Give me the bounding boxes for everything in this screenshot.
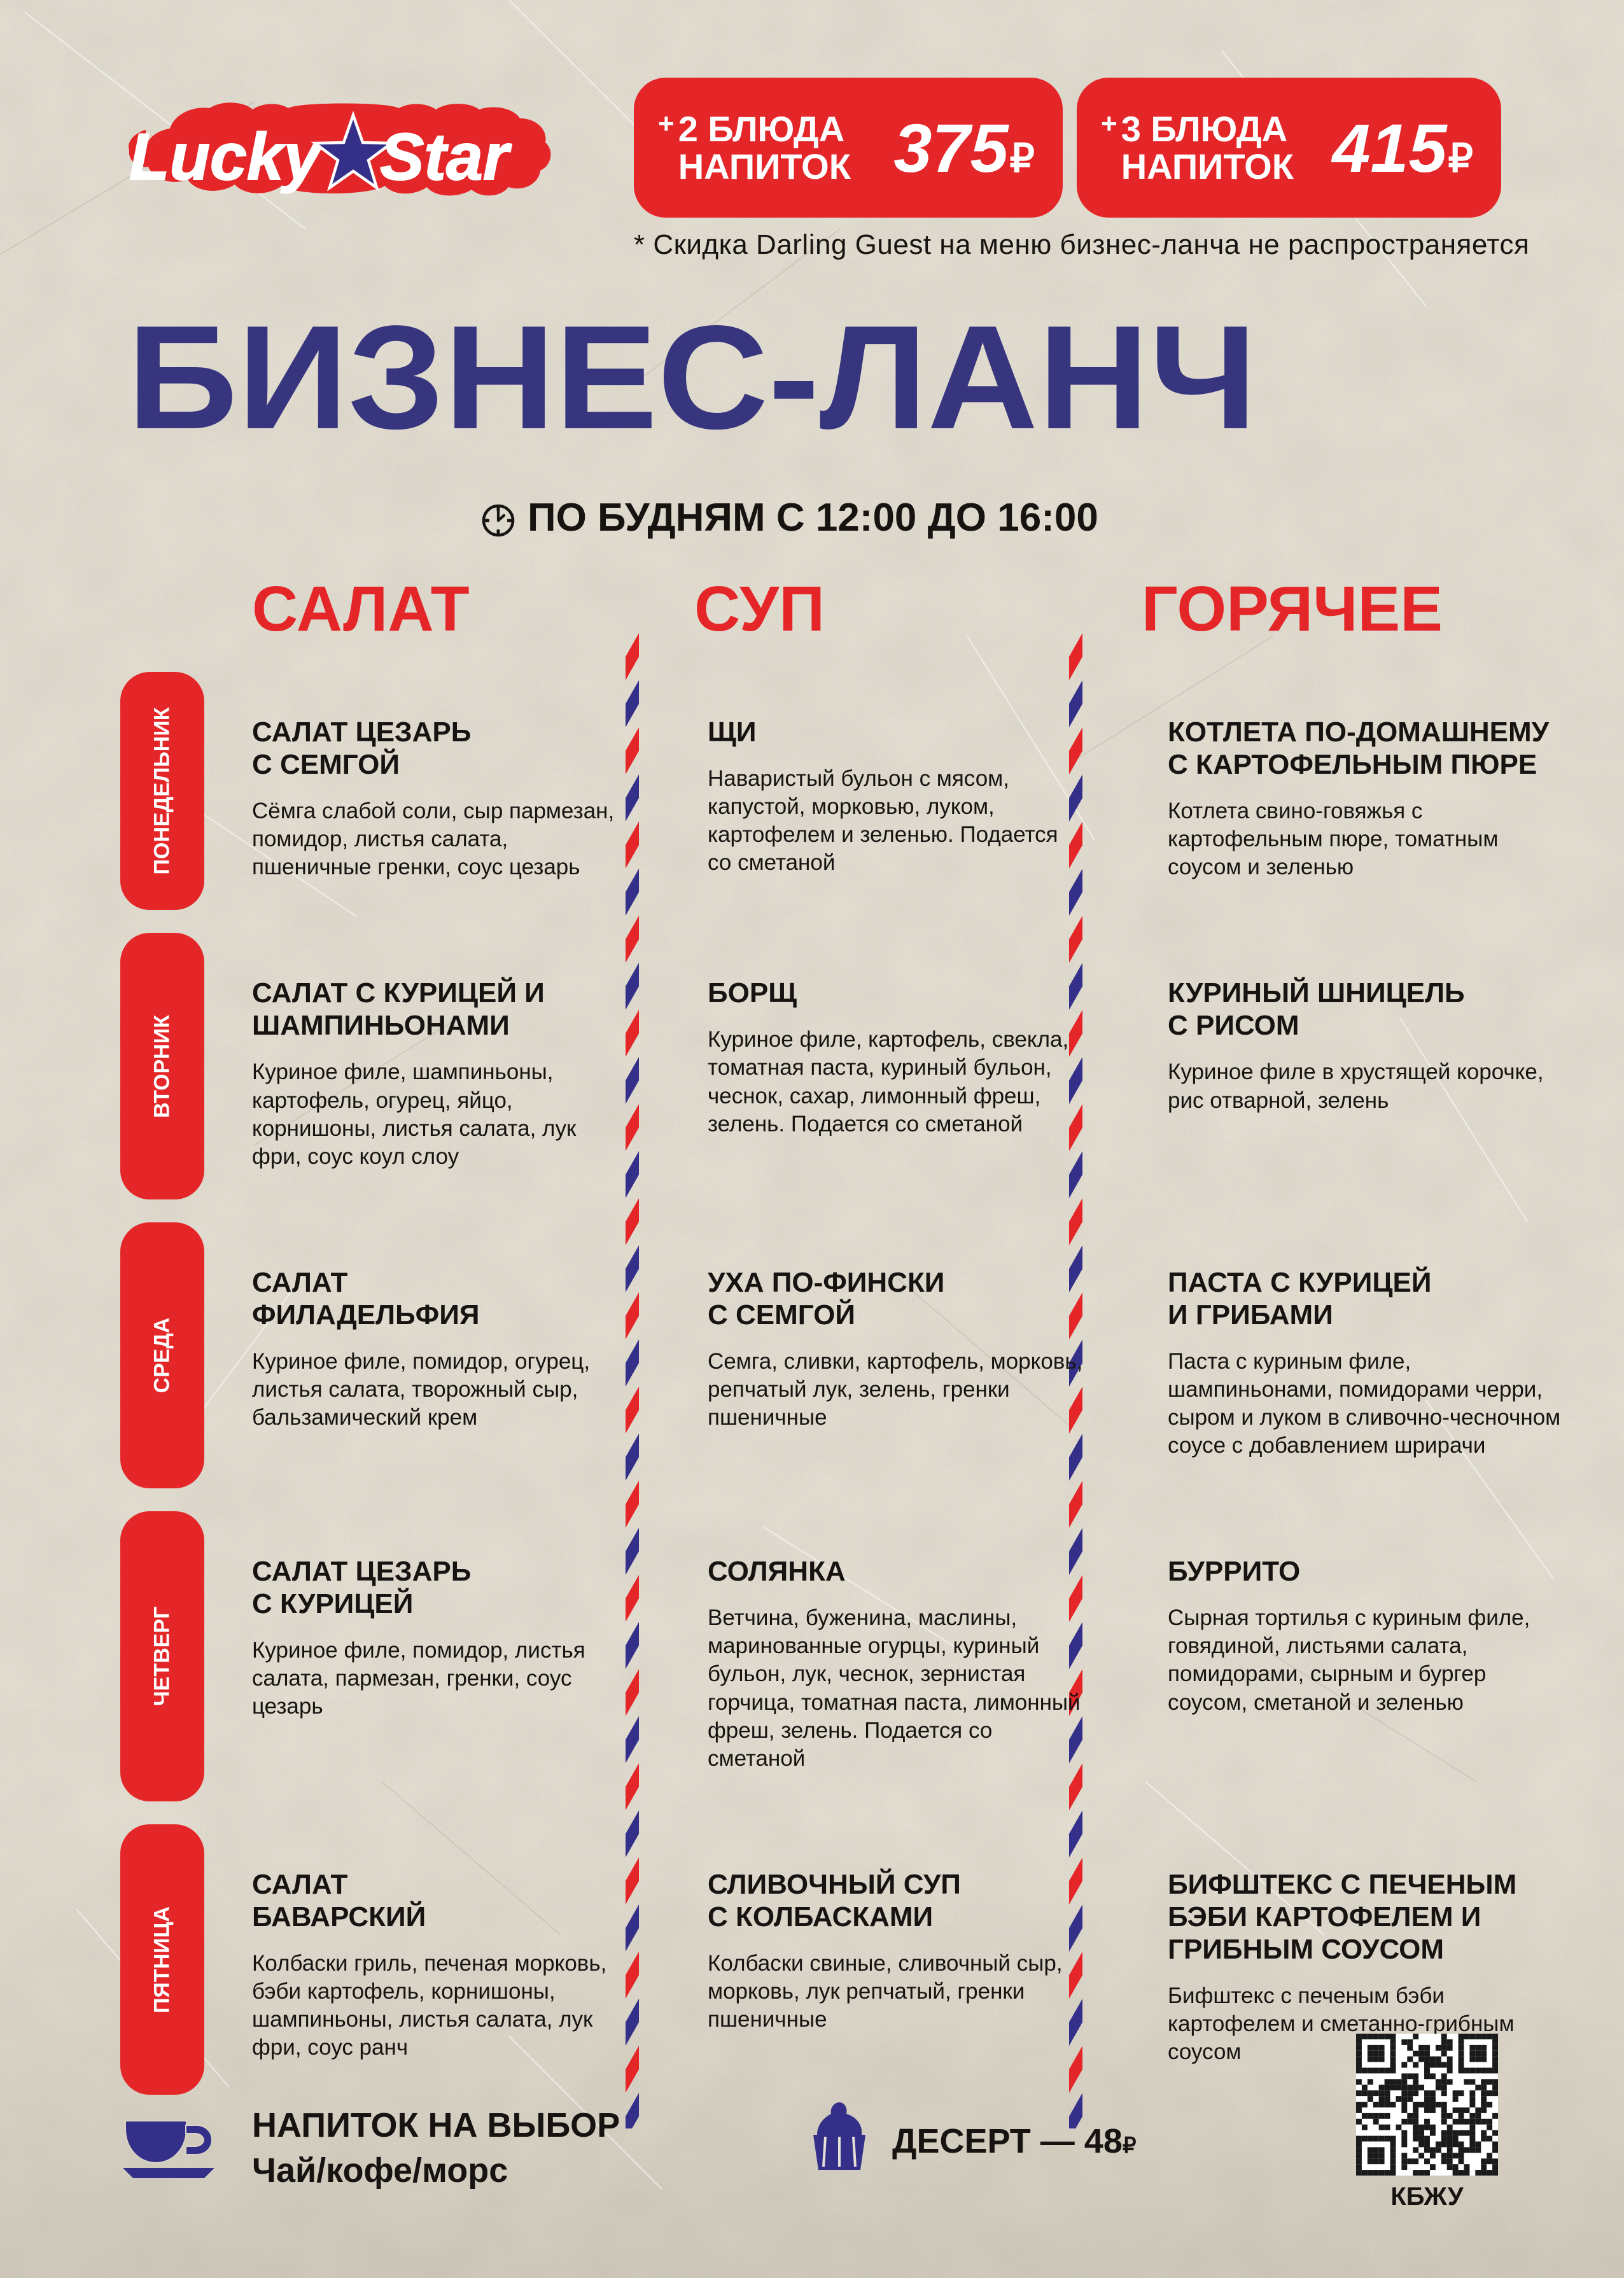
svg-text:Star: Star — [380, 120, 512, 194]
svg-text:Lucky: Lucky — [129, 120, 324, 194]
